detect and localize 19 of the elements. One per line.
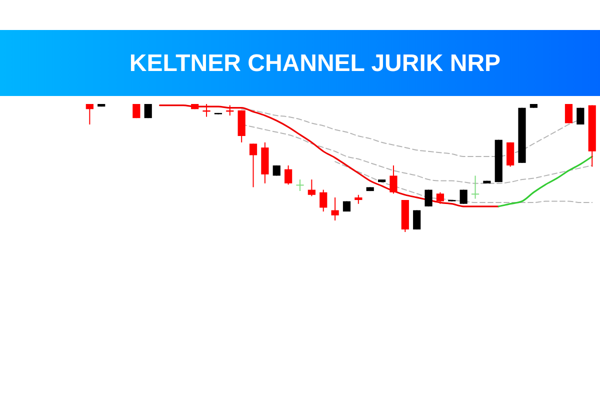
candlestick — [249, 143, 258, 188]
candlestick — [424, 189, 432, 207]
candlestick — [471, 175, 480, 200]
candlestick — [576, 107, 584, 125]
candlestick — [506, 142, 514, 168]
chart-title: KELTNER CHANNEL JURIK NRP — [129, 50, 501, 77]
candlestick — [331, 196, 339, 221]
candlestick — [564, 104, 573, 124]
candlestick — [390, 164, 398, 194]
candlestick — [460, 189, 468, 204]
candlestick — [284, 164, 292, 186]
candlestick — [86, 104, 94, 125]
candlestick — [296, 179, 304, 192]
candlestick — [320, 189, 328, 212]
candlestick — [413, 210, 421, 230]
candlestick — [144, 104, 152, 119]
candlestick — [308, 179, 316, 197]
candlestick — [436, 192, 444, 204]
candlestick — [132, 104, 140, 119]
